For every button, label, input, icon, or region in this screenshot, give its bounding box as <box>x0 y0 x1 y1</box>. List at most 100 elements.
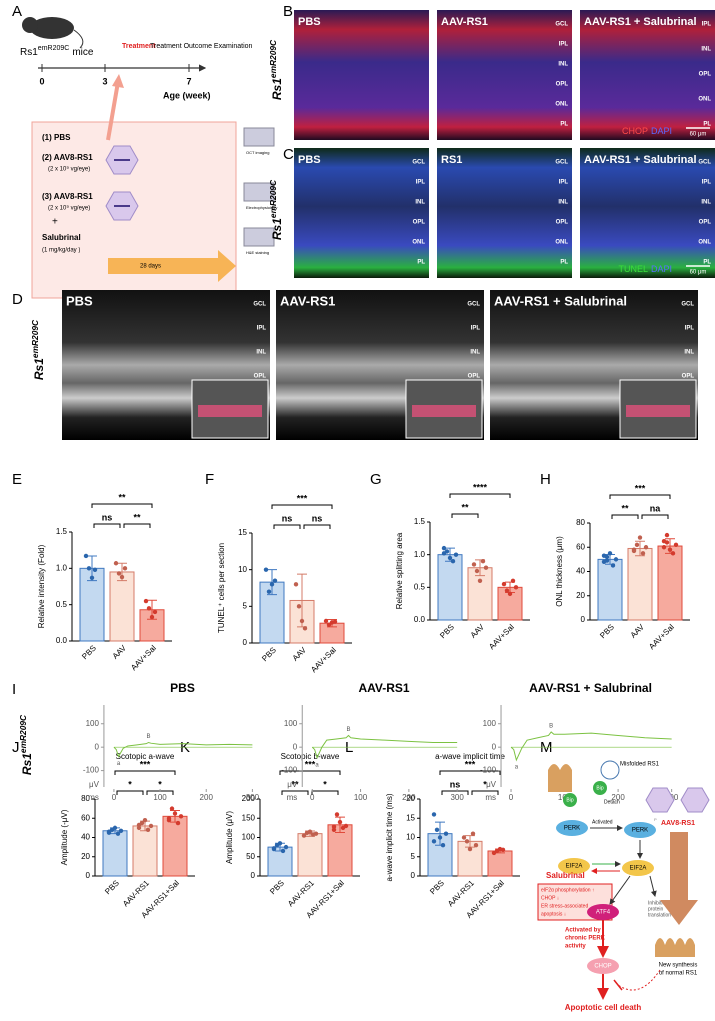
group-label: (2 x 10⁹ vg/eye) <box>48 205 90 212</box>
data-point <box>431 839 437 844</box>
bar <box>162 815 188 877</box>
y-tick-label: 100 <box>242 833 256 842</box>
atf4 <box>587 904 619 920</box>
data-point <box>118 828 124 833</box>
x-tick-label: PBS <box>80 644 98 662</box>
y-tick-label: 60 <box>81 813 90 822</box>
significance-bracket <box>114 770 176 775</box>
label: Treatment Outcome Examination <box>150 43 253 50</box>
strain-superscript: emR209C <box>38 45 70 52</box>
bar <box>327 824 353 877</box>
panel-label: H <box>540 471 551 488</box>
layer-label: GCL <box>681 302 694 308</box>
mice-label: mice <box>72 47 94 58</box>
layer-label: INL <box>415 200 425 206</box>
data-point <box>661 545 667 550</box>
layer-label: ONL <box>555 240 568 246</box>
significance-label: * <box>483 779 487 789</box>
strain-label: Rs1emR209C <box>18 714 34 775</box>
y-tick-label: 0.5 <box>414 582 426 591</box>
data-point <box>145 827 151 832</box>
panel-label: J <box>12 739 20 756</box>
cell-cluster <box>548 764 572 792</box>
layer-label: IPL <box>702 22 712 28</box>
label: of normal RS1 <box>659 971 698 977</box>
data-point <box>477 578 483 583</box>
data-point <box>148 823 154 829</box>
bar <box>102 830 128 877</box>
x-unit: ms <box>287 793 298 802</box>
data-point <box>437 835 443 840</box>
layer-label: IPL <box>559 42 569 48</box>
x-unit: ms <box>485 793 496 802</box>
y-tick-label: 80 <box>81 794 90 803</box>
y-tick-label: 60 <box>576 542 585 551</box>
label: PERK <box>564 826 580 832</box>
significance-label: *** <box>465 759 476 769</box>
significance-label: * <box>158 779 162 789</box>
label: eIF2α phosphorylation ↑ <box>541 887 594 893</box>
x-tick-label: AAV-RS1 <box>446 878 476 908</box>
micrograph <box>580 148 715 278</box>
micrograph <box>294 10 429 140</box>
data-point <box>92 567 98 572</box>
layer-label: INL <box>558 62 568 68</box>
significance-label: ns <box>102 512 113 522</box>
significance-label: * <box>128 779 132 789</box>
significance-bracket <box>91 503 153 508</box>
significance-bracket <box>449 493 511 498</box>
scale-bar-label: 60 μm <box>690 270 707 276</box>
data-point <box>440 843 446 848</box>
data-point <box>169 806 175 811</box>
data-point <box>283 844 289 850</box>
data-point <box>172 811 178 816</box>
data-point <box>667 547 673 552</box>
layer-label: INL <box>256 350 266 356</box>
x-tick-label: AAV+Sal <box>129 643 158 672</box>
layer-label: IPL <box>416 180 426 186</box>
perk <box>556 820 588 836</box>
y-tick-label: -100 <box>281 766 298 775</box>
layer-label: ONL <box>698 240 711 246</box>
trace-title: AAV-RS1 <box>358 681 409 695</box>
strain-label: Rs1emR209C <box>30 319 46 380</box>
y-tick-label: 0 <box>251 871 256 880</box>
group-label: (3) AAV8-RS1 <box>42 192 93 201</box>
data-point <box>337 819 343 825</box>
layer-label: INL <box>558 200 568 206</box>
method-icon <box>243 182 275 202</box>
oct-inset-highlight <box>412 405 476 417</box>
chop <box>587 958 619 974</box>
panel-label: F <box>205 471 214 488</box>
y-tick-label: 0 <box>411 871 416 880</box>
significance-bracket <box>611 514 639 519</box>
layer-label: GCL <box>555 160 568 166</box>
data-point <box>450 559 456 564</box>
y-tick-label: 100 <box>284 719 298 728</box>
label: New synthesis <box>659 963 698 969</box>
label: Activated by <box>565 928 601 934</box>
x-tick-label: AAV <box>629 622 647 640</box>
method-label: OCT imaging <box>246 150 270 155</box>
significance-label: ns <box>312 513 323 523</box>
image-title: AAV-RS1 + Salubrinal <box>494 293 627 308</box>
data-point <box>307 829 313 834</box>
data-point <box>501 581 507 587</box>
layer-label: GCL <box>467 302 480 308</box>
perk <box>624 822 656 838</box>
data-point <box>271 846 277 851</box>
bar <box>657 545 683 621</box>
layer-label: GCL <box>555 22 568 28</box>
label: apoptosis ↓ <box>541 911 566 917</box>
data-point <box>106 829 112 834</box>
y-tick-label: 0 <box>492 742 497 751</box>
bar <box>437 554 463 621</box>
label: translation <box>648 912 671 918</box>
layer-label: INL <box>701 47 711 53</box>
data-point <box>343 823 349 829</box>
label: CHOP <box>594 964 611 970</box>
strain-superscript: emR209C <box>18 714 28 753</box>
x-tick-label: 0 <box>509 793 514 802</box>
significance-bracket <box>471 790 499 795</box>
data-point <box>471 562 477 567</box>
